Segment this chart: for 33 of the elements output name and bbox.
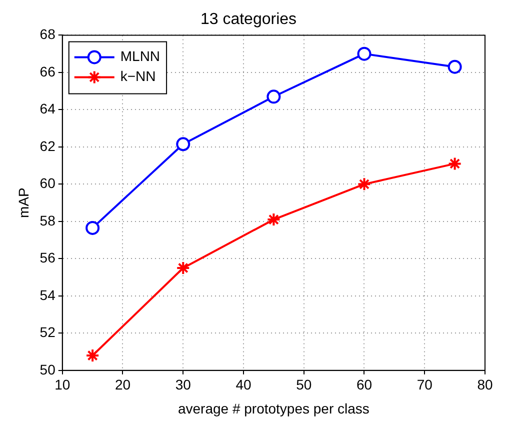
point: [176, 260, 190, 275]
point: [176, 137, 190, 152]
x-tick-label: 60: [356, 376, 372, 393]
point: [448, 156, 462, 171]
y-tick-label: 52: [40, 324, 56, 340]
y-tick-label: 68: [40, 26, 56, 42]
y-tick-label: 58: [40, 212, 56, 228]
y-tick-label: 60: [40, 175, 56, 192]
chart-title: 13 categories: [200, 11, 297, 28]
x-axis-title: average # prototypes per class: [178, 400, 370, 416]
point: [86, 220, 100, 235]
x-tick-label: 70: [416, 376, 433, 393]
point: [266, 90, 281, 104]
point: [266, 212, 281, 227]
y-axis-title: mAP: [15, 188, 32, 218]
legend-label: k−NN: [120, 68, 156, 84]
y-tick-label: 62: [40, 138, 56, 154]
x-tick-label: 50: [296, 376, 312, 393]
y-tick-label: 56: [40, 250, 56, 266]
point: [357, 177, 372, 192]
x-tick-label: 30: [175, 376, 192, 393]
point: [357, 46, 372, 61]
y-tick-label: 64: [40, 100, 56, 117]
point: [86, 348, 100, 362]
x-tick-label: 40: [236, 376, 252, 393]
x-tick-label: 10: [54, 376, 70, 393]
x-tick-label: 80: [477, 376, 493, 393]
point: [448, 60, 462, 74]
x-tick-label: 20: [114, 376, 131, 393]
y-tick-label: 66: [40, 63, 56, 80]
legend-label: MLNN: [120, 48, 160, 64]
y-tick-label: 50: [40, 361, 56, 378]
y-tick-label: 54: [40, 286, 56, 303]
